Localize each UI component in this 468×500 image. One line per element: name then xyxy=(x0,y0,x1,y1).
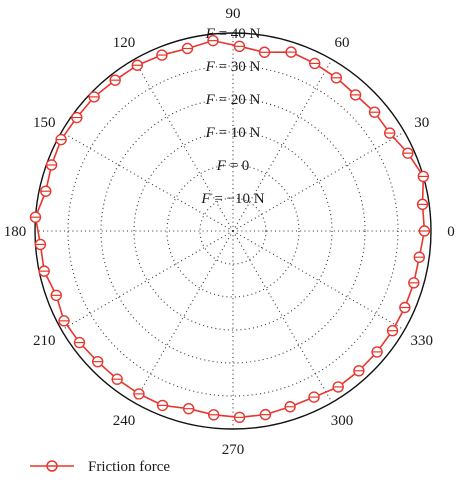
grid-ring-2 xyxy=(133,131,333,331)
ring-label-2: F = 10 N xyxy=(205,125,261,141)
data-point xyxy=(29,211,42,223)
data-point xyxy=(40,185,52,197)
data-point xyxy=(133,388,145,400)
data-point xyxy=(182,403,195,415)
ring-label-4: F = 30 N xyxy=(205,59,261,75)
data-point xyxy=(109,74,121,86)
data-point xyxy=(384,127,396,139)
grid-spoke-330 xyxy=(232,230,405,331)
data-point xyxy=(111,373,123,385)
data-point xyxy=(332,381,344,393)
angle-label-30: 30 xyxy=(414,115,429,131)
grid-spoke-210 xyxy=(61,230,234,331)
data-point xyxy=(308,391,320,403)
data-point xyxy=(233,411,246,424)
angle-label-180: 180 xyxy=(4,224,27,240)
ring-label-0: F = −10 N xyxy=(200,191,264,207)
data-point xyxy=(71,111,83,124)
data-point xyxy=(399,301,411,314)
data-point xyxy=(131,59,144,71)
radial-ring-labels: F = −10 N F = 0 F = 10 N F = 20 N F = 30 N F … xyxy=(200,26,264,207)
angle-label-210: 210 xyxy=(33,333,56,349)
data-point xyxy=(58,315,70,327)
outer-boundary xyxy=(34,32,432,430)
data-point xyxy=(38,265,50,277)
data-point xyxy=(408,277,420,289)
data-point xyxy=(371,346,383,358)
angle-label-300: 300 xyxy=(331,413,354,429)
ring-label-3: F = 20 N xyxy=(205,92,261,108)
data-point xyxy=(417,170,430,183)
data-point xyxy=(284,401,296,413)
grid-ring-3 xyxy=(100,98,366,364)
data-point xyxy=(181,42,194,55)
legend-label: Friction force xyxy=(88,459,170,475)
ring-label-1: F = 0 xyxy=(216,158,250,174)
angle-tick-labels: 0 30 60 90 120 150 180 210 240 270 300 330 xyxy=(4,6,455,458)
grid-spoke-150 xyxy=(61,131,234,232)
data-point xyxy=(55,133,67,146)
angle-label-270: 270 xyxy=(222,442,245,458)
data-point xyxy=(349,89,362,101)
data-point xyxy=(413,251,425,263)
data-point xyxy=(330,72,343,84)
angle-label-240: 240 xyxy=(113,413,136,429)
angle-label-150: 150 xyxy=(33,115,56,131)
grid-ring-1 xyxy=(166,164,300,298)
grid-spoke-240 xyxy=(133,230,234,403)
data-point xyxy=(259,408,272,421)
angle-label-90: 90 xyxy=(226,6,241,22)
grid-ring-4 xyxy=(67,65,399,397)
angle-label-0: 0 xyxy=(447,224,455,240)
grid-spoke-300 xyxy=(232,230,333,403)
grid-ring-0 xyxy=(199,197,267,265)
angle-label-330: 330 xyxy=(411,333,434,349)
data-point xyxy=(258,46,271,58)
grid-spoke-30 xyxy=(232,131,405,232)
data-point xyxy=(45,159,58,171)
data-point xyxy=(309,57,321,70)
data-point xyxy=(368,106,381,118)
data-point xyxy=(91,355,104,368)
data-point xyxy=(285,46,297,58)
data-point xyxy=(156,399,169,412)
data-point xyxy=(418,225,431,237)
data-point xyxy=(233,40,246,53)
data-point xyxy=(34,238,47,251)
data-point xyxy=(402,147,414,159)
grid-layer xyxy=(34,32,432,430)
angle-label-60: 60 xyxy=(335,35,350,51)
ring-label-5: F = 40 N xyxy=(205,26,261,42)
data-point xyxy=(386,324,399,337)
data-point xyxy=(88,91,100,103)
angle-label-120: 120 xyxy=(113,35,136,51)
data-point xyxy=(207,409,220,421)
data-point xyxy=(73,336,86,349)
data-point xyxy=(207,34,219,47)
data-point xyxy=(353,365,365,377)
legend: Friction force xyxy=(30,459,170,475)
series-line-0 xyxy=(34,39,426,419)
data-point xyxy=(416,198,429,211)
series-friction-force xyxy=(29,34,431,424)
data-point xyxy=(50,289,62,302)
data-point xyxy=(156,49,168,61)
